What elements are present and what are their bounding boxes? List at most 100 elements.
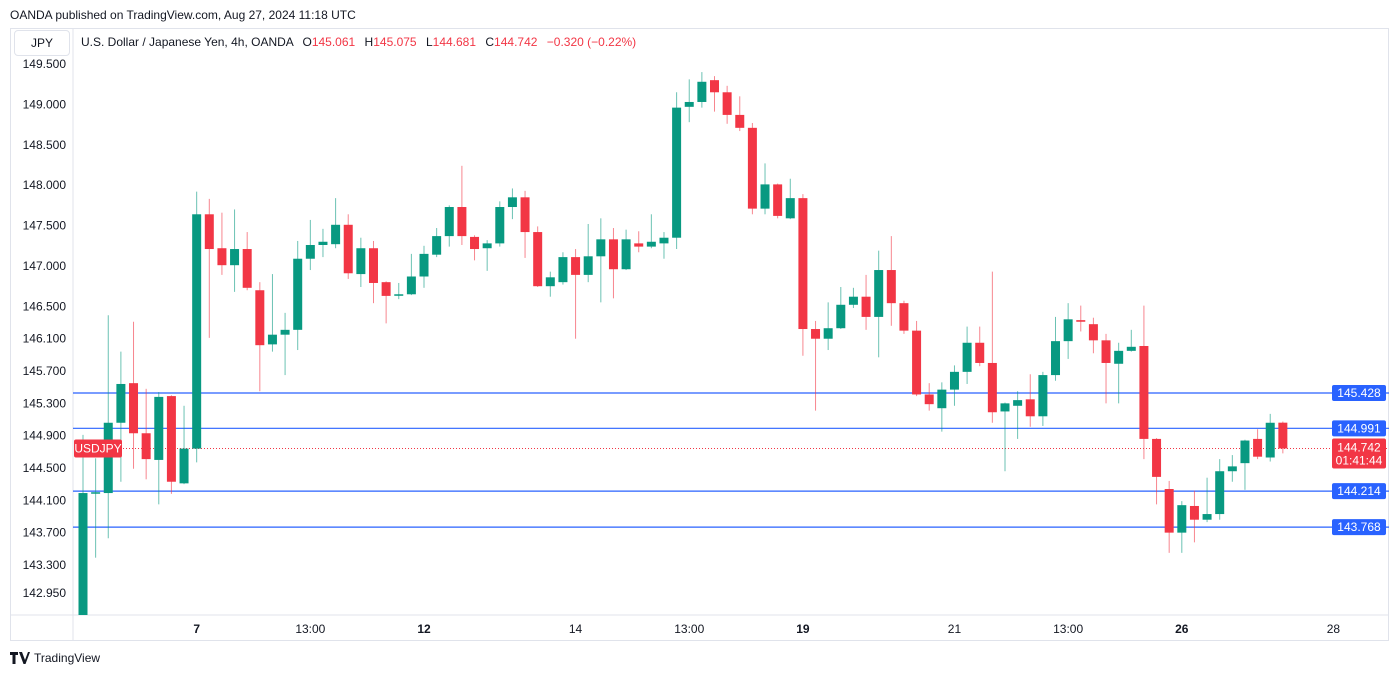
candle-body [1126,346,1136,351]
candle-body [192,214,202,449]
candle-body [406,276,416,295]
candle [280,312,290,376]
candles [78,72,1288,615]
candle [773,183,783,219]
candle [785,178,795,220]
candle-body [1278,422,1288,449]
candle-body [444,207,454,237]
candle-body [470,236,480,250]
legend-open: 145.061 [311,35,356,49]
symbol-button[interactable]: JPY [14,30,70,56]
legend-high-label: H [364,35,374,49]
candle-body [103,422,113,494]
candle [558,252,568,285]
candle-body [1013,400,1023,406]
candle [1202,477,1212,523]
candle [242,232,252,291]
candle-body [823,328,833,339]
candle [129,321,139,469]
legend-change: −0.320 (−0.22%) [546,35,637,49]
candle [103,315,113,539]
price-tick-label: 149.000 [23,97,67,111]
candle [1227,455,1237,482]
candle-body [1265,422,1275,458]
time-axis[interactable]: 7 13:00 12 14 13:00 19 21 13:00 26 28 [193,622,1340,636]
candle-body [533,232,543,287]
candle-body [1025,399,1035,417]
tradingview-footer[interactable]: TradingView [10,651,100,665]
candle [836,287,846,330]
price-tags: 145.428 144.991 144.214 143.768 144.74201:41… [74,385,1386,536]
candle [507,188,517,220]
candle [747,122,757,215]
candle-body [710,80,719,93]
candle-body [583,256,593,275]
price-axis[interactable]: 149.500 149.000 148.500 148.000 147.500 147.0… [23,57,67,600]
candle-body [507,197,517,208]
footer-brand: TradingView [34,651,101,665]
candle [987,271,997,423]
level-price-label: 143.768 [1337,520,1381,534]
candle-body [1000,403,1010,412]
candle-body [571,257,581,275]
time-tick-label: 14 [569,622,583,636]
candle-body [78,493,88,615]
candle [1051,316,1061,381]
candle-body [899,303,909,331]
price-tick-label: 144.500 [23,461,67,475]
candle-body [798,198,808,330]
price-tick-label: 144.900 [23,429,67,443]
legend-close-label: C [485,35,495,49]
candle [583,223,593,283]
candle-body [280,329,290,335]
candle [571,249,581,339]
candle-body [735,114,745,128]
candle [470,235,480,261]
level-price-label: 144.991 [1337,421,1381,435]
candle-body [368,248,378,283]
candle-body [318,241,328,245]
candle [811,320,821,411]
candle-body [861,296,871,317]
candle [495,201,505,247]
candle [394,282,404,300]
candle [912,320,922,397]
candle-body [949,371,959,390]
candle-body [1038,375,1048,417]
candle [1126,329,1136,352]
candle-body [343,224,353,274]
candle [684,79,694,123]
price-tick-label: 143.700 [23,526,67,540]
candle [886,236,896,326]
candle [343,214,353,279]
candle [1063,303,1073,359]
candle-body [116,383,126,423]
bar-countdown-label: 01:41:44 [1336,453,1383,467]
candle [356,237,366,288]
candle [533,226,543,288]
candle [204,198,214,338]
price-tick-label: 146.100 [23,332,67,346]
candle-body [419,253,429,277]
candle [318,228,328,258]
candle-body [659,237,669,244]
candle [874,250,884,358]
candle [166,395,176,494]
candle-body [722,92,732,115]
candle [255,282,265,392]
candle-body [747,127,757,209]
candle-body [646,241,656,247]
candle [91,458,101,558]
candle [962,326,972,384]
price-tick-label: 143.300 [23,558,67,572]
price-tick-label: 148.500 [23,138,67,152]
level-price-tag [1332,420,1386,437]
candle-body [520,197,530,233]
candle-body [987,362,997,413]
candle [545,271,555,297]
candle-body [432,236,442,255]
candle-body [204,214,214,250]
legend-low-label: L [425,35,433,49]
candle [1215,459,1225,520]
